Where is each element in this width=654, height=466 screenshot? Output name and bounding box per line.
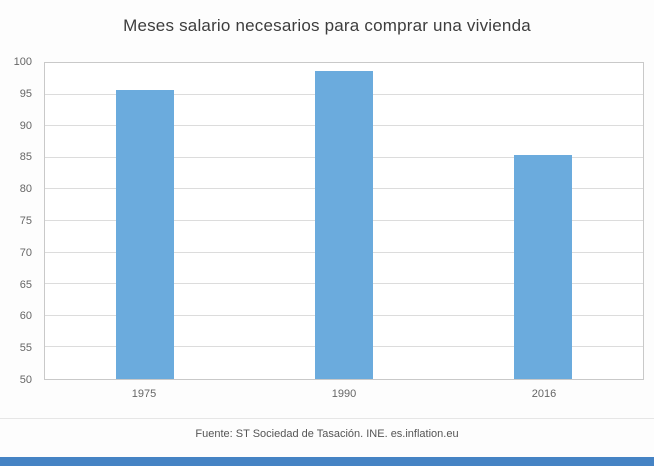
- footer-accent-bar: [0, 457, 654, 466]
- y-axis: 50 55 60 65 70 75 80 85 90 95 100: [0, 56, 38, 386]
- x-tick-label: 2016: [531, 388, 557, 400]
- bar-2016: [514, 154, 573, 379]
- y-tick-label: 50: [19, 374, 32, 386]
- y-tick-label: 90: [19, 119, 32, 132]
- y-tick-label: 75: [19, 215, 32, 227]
- y-tick-label: 100: [13, 56, 32, 68]
- x-axis: 1975 1990 2016: [44, 388, 644, 406]
- y-tick-label: 65: [19, 278, 32, 291]
- x-tick-label: 1975: [131, 388, 157, 400]
- bar-1990: [315, 71, 373, 379]
- plot-area: [44, 62, 644, 380]
- x-tick-label: 1990: [331, 388, 357, 400]
- y-tick-label: 80: [19, 183, 32, 196]
- chart-title: Meses salario necesarios para comprar un…: [123, 16, 531, 35]
- y-tick-label: 95: [19, 87, 32, 100]
- source-caption: Fuente: ST Sociedad de Tasación. INE. es…: [0, 418, 654, 440]
- y-tick-label: 70: [19, 246, 32, 259]
- y-tick-label: 85: [19, 151, 32, 164]
- bar-1975: [115, 89, 174, 379]
- y-tick-label: 55: [19, 342, 32, 355]
- y-tick-label: 60: [19, 310, 32, 323]
